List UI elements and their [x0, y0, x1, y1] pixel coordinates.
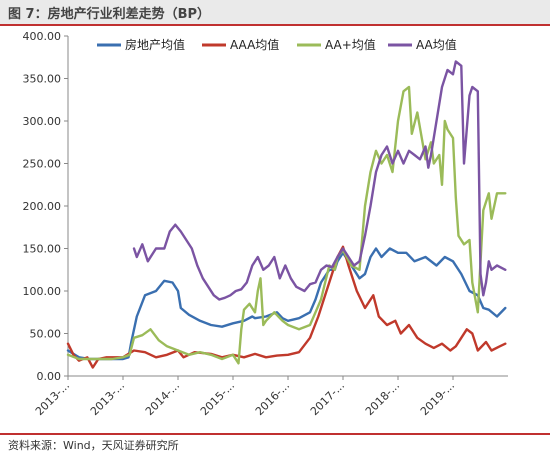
series-line-3	[132, 60, 507, 301]
y-tick-label: 0.00	[37, 370, 62, 383]
y-tick-label: 350.00	[23, 73, 62, 86]
legend-label: 房地产均值	[125, 37, 185, 52]
source-note: 资料来源：Wind，天风证券研究所	[8, 439, 179, 452]
figure-title: 图 7：房地产行业利差走势（BP）	[8, 7, 211, 22]
x-tick-label: 2013-...	[33, 379, 72, 418]
x-tick-label: 2019-...	[418, 379, 457, 418]
x-axis: 2013-... 2013-... 2014-... 2015-... 2016-...…	[33, 375, 508, 418]
y-tick-label: 100.00	[23, 285, 62, 298]
x-tick-label: 2014-...	[143, 379, 182, 418]
y-tick-label: 50.00	[30, 328, 62, 341]
y-tick-label: 250.00	[23, 158, 62, 171]
series-line-2	[66, 85, 507, 365]
legend-label: AA均值	[416, 37, 457, 52]
spread-line-chart: 0.00 50.00 100.00 150.00 200.00 250.00 300.00 3…	[23, 30, 508, 418]
chart-legend: 房地产均值 AAA均值 AA+均值 AA均值	[97, 37, 457, 52]
y-axis: 0.00 50.00 100.00 150.00 200.00 250.00 300.00 3…	[23, 30, 69, 383]
x-tick-label: 2018-...	[363, 379, 402, 418]
legend-label: AAA均值	[230, 37, 279, 52]
series-line-1	[66, 245, 507, 369]
x-tick-label: 2017-...	[308, 379, 347, 418]
series-lines	[66, 60, 507, 369]
y-tick-label: 300.00	[23, 115, 62, 128]
x-tick-label: 2015-...	[198, 379, 237, 418]
y-tick-label: 200.00	[23, 200, 62, 213]
x-tick-label: 2013-...	[88, 379, 127, 418]
legend-label: AA+均值	[325, 37, 376, 52]
figure-header: 图 7：房地产行业利差走势（BP）	[0, 0, 550, 24]
y-tick-label: 400.00	[23, 30, 62, 43]
x-tick-label: 2016-...	[253, 379, 292, 418]
footer-divider	[0, 433, 550, 435]
header-divider	[0, 24, 550, 26]
series-line-0	[66, 247, 507, 361]
y-tick-label: 150.00	[23, 243, 62, 256]
